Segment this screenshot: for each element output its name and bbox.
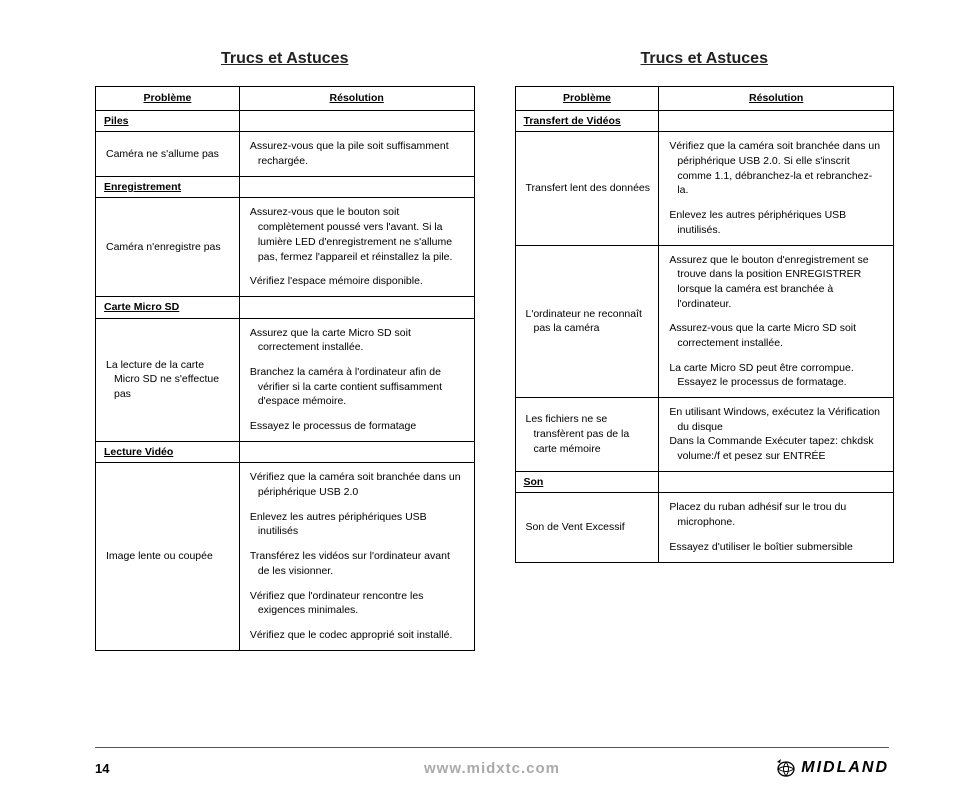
page-number: 14 bbox=[95, 761, 109, 776]
footer-url: www.midxtc.com bbox=[424, 760, 560, 777]
problem-cell: Image lente ou coupée bbox=[96, 463, 240, 650]
table-row: Enregistrement bbox=[96, 176, 475, 198]
header-problem: Problème bbox=[515, 87, 659, 111]
table-row: Piles bbox=[96, 110, 475, 132]
resolution-item: Vérifiez que l'ordinateur rencontre les … bbox=[258, 589, 464, 618]
resolution-cell: Assurez-vous que la pile soit suffisamme… bbox=[239, 132, 474, 176]
category-cell: Enregistrement bbox=[96, 176, 240, 198]
brand-logo: MIDLAND bbox=[775, 758, 889, 778]
resolution-cell: Vérifiez que la caméra soit branchée dan… bbox=[239, 463, 474, 650]
resolution-item: Transférez les vidéos sur l'ordinateur a… bbox=[258, 549, 464, 578]
category-empty-cell bbox=[239, 110, 474, 132]
resolution-item: Dans la Commande Exécuter tapez: chkdsk … bbox=[677, 434, 883, 463]
table-row: Son de Vent Excessif Placez du ruban adhé… bbox=[515, 493, 894, 562]
resolution-item: Vérifiez que le codec approprié soit ins… bbox=[258, 628, 464, 643]
resolution-cell: Assurez-vous que le bouton soit complète… bbox=[239, 198, 474, 296]
resolution-item: Vérifiez que la caméra soit branchée dan… bbox=[677, 139, 883, 198]
footer: 14 www.midxtc.com MIDLAND bbox=[95, 758, 889, 778]
resolution-cell: Placez du ruban adhésif sur le trou du m… bbox=[659, 493, 894, 562]
table-row: Transfert lent des données Vérifiez que l… bbox=[515, 132, 894, 245]
resolution-item: Essayez le processus de formatage bbox=[258, 419, 464, 434]
category-cell: Son bbox=[515, 471, 659, 493]
troubleshoot-table-right: Problème Résolution Transfert de VidéosT… bbox=[515, 86, 895, 563]
resolution-item: Enlevez les autres périphériques USB inu… bbox=[677, 208, 883, 237]
resolution-item: La carte Micro SD peut être corrompue. E… bbox=[677, 361, 883, 390]
category-cell: Carte Micro SD bbox=[96, 296, 240, 318]
table-row: Caméra ne s'allume pas Assurez-vous que l… bbox=[96, 132, 475, 176]
resolution-item: Assurez-vous que la pile soit suffisamme… bbox=[258, 139, 464, 168]
resolution-item: En utilisant Windows, exécutez la Vérifi… bbox=[677, 405, 883, 434]
table-row: Carte Micro SD bbox=[96, 296, 475, 318]
table-row: Les fichiers ne se transfèrent pas de la… bbox=[515, 398, 894, 472]
table-row: La lecture de la carte Micro SD ne s'eff… bbox=[96, 318, 475, 441]
table-row: Lecture Vidéo bbox=[96, 441, 475, 463]
resolution-item: Placez du ruban adhésif sur le trou du m… bbox=[677, 500, 883, 529]
problem-cell: Les fichiers ne se transfèrent pas de la… bbox=[515, 398, 659, 472]
resolution-item: Vérifiez l'espace mémoire disponible. bbox=[258, 274, 464, 289]
category-empty-cell bbox=[239, 441, 474, 463]
problem-cell: Transfert lent des données bbox=[515, 132, 659, 245]
globe-icon bbox=[775, 758, 797, 778]
left-column: Trucs et Astuces Problème Résolution Pil… bbox=[95, 50, 475, 651]
problem-cell: L'ordinateur ne reconnaît pas la caméra bbox=[515, 245, 659, 398]
table-row: L'ordinateur ne reconnaît pas la caméra A… bbox=[515, 245, 894, 398]
resolution-item: Branchez la caméra à l'ordinateur afin d… bbox=[258, 365, 464, 409]
troubleshoot-table-left: Problème Résolution PilesCaméra ne s'all… bbox=[95, 86, 475, 651]
table-row: Caméra n'enregistre pas Assurez-vous que … bbox=[96, 198, 475, 296]
resolution-item: Assurez que le bouton d'enregistrement s… bbox=[677, 253, 883, 312]
brand-text: MIDLAND bbox=[801, 759, 889, 777]
resolution-cell: Assurez que le bouton d'enregistrement s… bbox=[659, 245, 894, 398]
table-row: Transfert de Vidéos bbox=[515, 110, 894, 132]
section-title-left: Trucs et Astuces bbox=[95, 50, 475, 68]
right-column: Trucs et Astuces Problème Résolution Tra… bbox=[515, 50, 895, 651]
footer-divider bbox=[95, 747, 889, 748]
problem-cell: Caméra n'enregistre pas bbox=[96, 198, 240, 296]
resolution-cell: Vérifiez que la caméra soit branchée dan… bbox=[659, 132, 894, 245]
category-cell: Lecture Vidéo bbox=[96, 441, 240, 463]
category-cell: Transfert de Vidéos bbox=[515, 110, 659, 132]
resolution-item: Assurez-vous que la carte Micro SD soit … bbox=[677, 321, 883, 350]
header-problem: Problème bbox=[96, 87, 240, 111]
resolution-item: Assurez que la carte Micro SD soit corre… bbox=[258, 326, 464, 355]
category-empty-cell bbox=[659, 471, 894, 493]
resolution-item: Assurez-vous que le bouton soit complète… bbox=[258, 205, 464, 264]
category-empty-cell bbox=[659, 110, 894, 132]
header-resolution: Résolution bbox=[659, 87, 894, 111]
resolution-cell: En utilisant Windows, exécutez la Vérifi… bbox=[659, 398, 894, 472]
resolution-item: Vérifiez que la caméra soit branchée dan… bbox=[258, 470, 464, 499]
resolution-item: Enlevez les autres périphériques USB inu… bbox=[258, 510, 464, 539]
category-cell: Piles bbox=[96, 110, 240, 132]
category-empty-cell bbox=[239, 176, 474, 198]
problem-cell: Son de Vent Excessif bbox=[515, 493, 659, 562]
resolution-item: Essayez d'utiliser le boîtier submersibl… bbox=[677, 540, 883, 555]
section-title-right: Trucs et Astuces bbox=[515, 50, 895, 68]
category-empty-cell bbox=[239, 296, 474, 318]
table-row: Image lente ou coupée Vérifiez que la cam… bbox=[96, 463, 475, 650]
resolution-cell: Assurez que la carte Micro SD soit corre… bbox=[239, 318, 474, 441]
table-row: Son bbox=[515, 471, 894, 493]
header-resolution: Résolution bbox=[239, 87, 474, 111]
problem-cell: Caméra ne s'allume pas bbox=[96, 132, 240, 176]
problem-cell: La lecture de la carte Micro SD ne s'eff… bbox=[96, 318, 240, 441]
